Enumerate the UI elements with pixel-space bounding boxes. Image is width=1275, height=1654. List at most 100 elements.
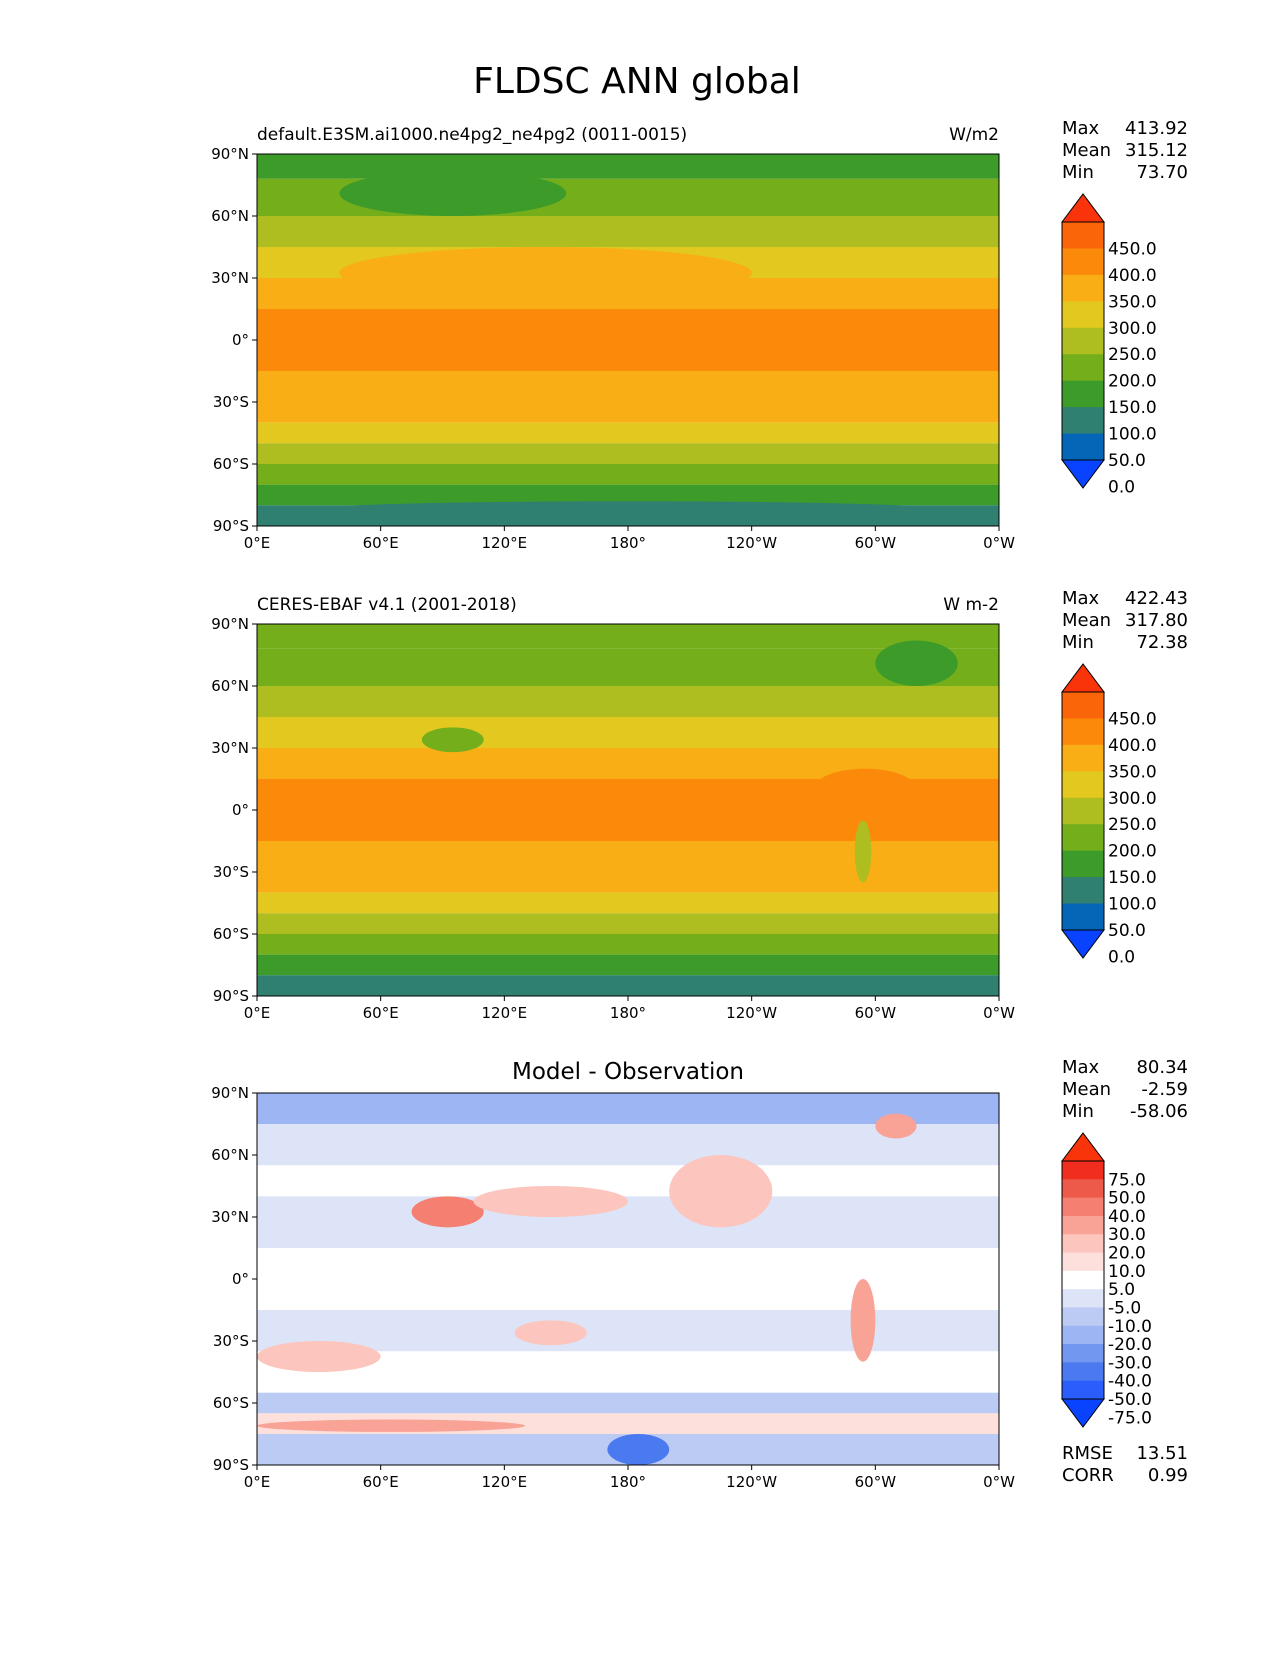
colorbar-label: -40.0 [1108,1372,1152,1392]
band-1 [257,1124,999,1166]
band-6 [257,371,999,402]
colorbar-segment [1062,327,1104,355]
colorbar-label: 450.0 [1108,239,1157,259]
colorbar-label: 300.0 [1108,789,1157,809]
panel-model: default.E3SM.ai1000.ne4pg2_ne4pg2 (0011-… [211,118,1188,552]
x-tick-label: 60°W [855,1004,897,1022]
stat-mean-label: Mean [1062,610,1111,631]
y-tick-label: 30°N [211,1208,249,1226]
band-2 [257,216,999,247]
panel-diff-map [257,1093,999,1465]
band-6 [257,841,999,872]
colorbar-extend-min [1061,1398,1105,1428]
colorbar-frame [1061,221,1105,461]
metric-corr-value: 0.99 [1148,1465,1188,1486]
x-tick-label: 180° [610,1004,646,1022]
colorbar-segment [1062,1270,1104,1290]
patch-5 [257,1341,381,1372]
band-2 [257,1165,999,1197]
colorbar-segment [1062,1362,1104,1382]
colorbar-label: 50.0 [1108,451,1146,471]
colorbar-extend-max [1061,1132,1105,1162]
colorbar-label: -20.0 [1108,1335,1152,1355]
colorbar-segment [1062,1307,1104,1327]
colorbar-segment [1062,718,1104,746]
stat-mean-value: 315.12 [1125,140,1188,161]
band-3 [257,717,999,748]
colorbar-label: 40.0 [1108,1207,1146,1227]
y-tick-label: 90°S [213,517,249,535]
colorbar-frame [1061,691,1105,931]
x-tick-label: 0°E [244,1473,271,1491]
panel-obs: CERES-EBAF v4.1 (2001-2018) W m-2 0°E 60°… [211,588,1188,1022]
band-9 [257,913,999,934]
stat-min-value: 72.38 [1136,632,1188,653]
patch-1 [421,727,484,753]
panel-diff: Model - Observation 0°E 60°E 120°E 180° 120°… [211,1057,1188,1491]
y-tick-label: 0° [232,1270,249,1288]
colorbar-segment [1062,380,1104,408]
colorbar-label: 20.0 [1108,1244,1146,1264]
colorbar-label: 75.0 [1108,1170,1146,1190]
patch-2 [669,1155,773,1228]
colorbar-segment [1062,274,1104,302]
y-tick-label: 30°N [211,739,249,757]
colorbar-segment [1062,1161,1104,1180]
colorbar-label: 5.0 [1108,1280,1135,1300]
x-tick-label: 60°E [363,1004,399,1022]
band-11 [257,484,999,506]
colorbar-label: 0.0 [1108,947,1135,967]
band-4 [257,1248,999,1310]
band-6 [257,1351,999,1393]
colorbar-label: -5.0 [1108,1298,1141,1318]
band-8 [257,892,999,914]
band-0 [257,1093,999,1124]
colorbar-segment [1062,824,1104,852]
stat-max-label: Max [1062,118,1100,139]
band-0 [257,624,999,649]
colorbar-label: 50.0 [1108,921,1146,941]
y-tick-label: 60°N [211,207,249,225]
colorbar-segment [1062,301,1104,329]
y-tick-label: 90°N [211,1084,249,1102]
y-tick-label: 30°S [213,1332,249,1350]
patch-1 [473,1186,628,1217]
colorbar-label: -75.0 [1108,1408,1152,1428]
panel-model-colorbar: 450.0 400.0 350.0 300.0 250.0 200.0 150.0 100.0… [1061,193,1157,497]
colorbar-segment [1062,1179,1104,1199]
stat-max-value: 413.92 [1125,118,1188,139]
colorbar-segment [1062,407,1104,435]
colorbar-segment [1062,797,1104,825]
metric-corr-label: CORR [1062,1465,1114,1486]
band-3 [257,1196,999,1248]
colorbar-label: 200.0 [1108,842,1157,862]
colorbar-segment [1062,1344,1104,1363]
x-tick-label: 120°W [726,1473,777,1491]
stat-max-value: 422.43 [1125,588,1188,609]
colorbar-label: 10.0 [1108,1262,1146,1282]
colorbar-segment [1062,877,1104,905]
colorbar-label: 400.0 [1108,266,1157,286]
colorbar-segment [1062,850,1104,878]
y-tick-label: 30°S [213,863,249,881]
panel-model-map [257,154,999,526]
band-9 [257,443,999,464]
colorbar-segment [1062,1380,1104,1400]
colorbar-segment [1062,1197,1104,1217]
colorbar-label: 350.0 [1108,292,1157,312]
patch-7 [514,1320,587,1346]
colorbar-label: 350.0 [1108,762,1157,782]
x-tick-label: 120°W [726,534,777,552]
y-tick-label: 60°N [211,1146,249,1164]
colorbar-segment [1062,1289,1104,1308]
colorbar-label: 450.0 [1108,709,1157,729]
band-5 [257,1310,999,1352]
patch-4 [813,768,917,810]
stat-min-value: 73.70 [1136,162,1188,183]
colorbar-segment [1062,1234,1104,1254]
patch-6 [607,1434,670,1465]
stat-max-label: Max [1062,1057,1100,1078]
colorbar-label: 250.0 [1108,345,1157,365]
x-tick-label: 0°E [244,1004,271,1022]
